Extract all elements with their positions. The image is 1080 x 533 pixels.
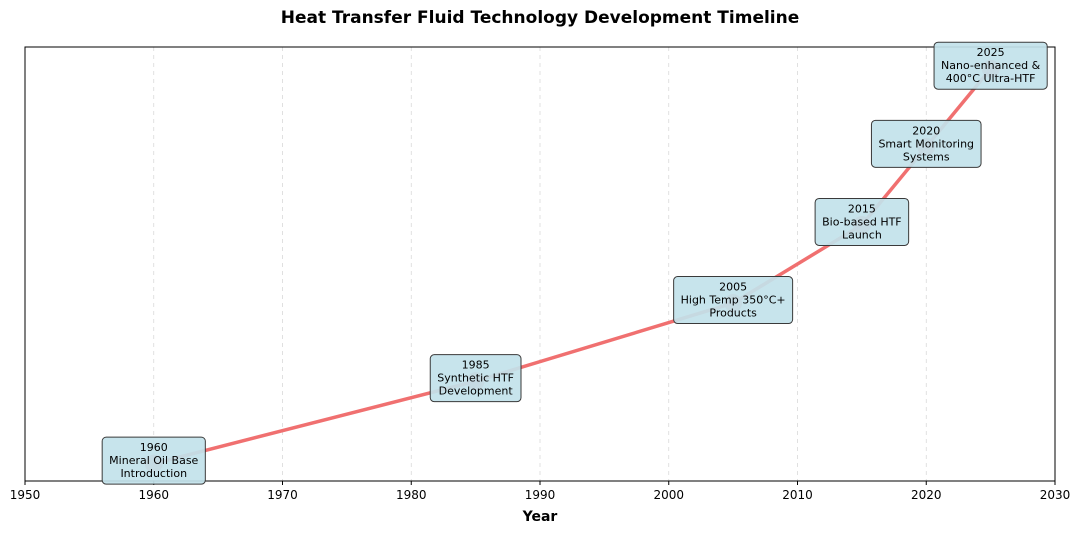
milestone-box: [933, 41, 1048, 90]
milestone-text: Systems: [903, 150, 950, 163]
x-tick-label: 1990: [525, 488, 556, 502]
milestone-box: [101, 436, 206, 485]
x-tick-label: 2030: [1040, 488, 1071, 502]
x-tick-label: 1980: [396, 488, 427, 502]
milestone-text: Mineral Oil Base: [109, 454, 198, 467]
milestone-year: 2020: [912, 124, 940, 137]
x-tick-label: 1970: [267, 488, 298, 502]
milestone-text: Synthetic HTF: [437, 372, 514, 385]
x-axis-ticks: 1950 1960 1970 1980 1990 2000 2010 2020 2030: [10, 481, 1071, 502]
milestone-text: Products: [709, 307, 757, 320]
timeline-line: [152, 66, 993, 466]
milestone-box: [814, 197, 910, 246]
x-tick-label: 2010: [782, 488, 813, 502]
x-axis-label: Year: [522, 509, 558, 525]
milestone-box: [673, 276, 794, 325]
x-tick-label: 2000: [653, 488, 684, 502]
timeline-series: [144, 59, 1000, 473]
milestone-text: Bio-based HTF: [822, 215, 902, 228]
milestone-year: 2005: [719, 281, 747, 294]
milestone-year: 2015: [848, 202, 876, 215]
milestone-text: Launch: [842, 228, 882, 241]
milestone-text: 400°C Ultra-HTF: [946, 72, 1036, 85]
milestone-year: 1960: [140, 441, 168, 454]
grid-lines: [153, 47, 927, 481]
x-tick-label: 1950: [10, 488, 41, 502]
chart-title: Heat Transfer Fluid Technology Developme…: [281, 8, 800, 28]
milestone-text: High Temp 350°C+: [681, 294, 786, 307]
milestone-box: [429, 354, 522, 403]
milestone-text: Nano-enhanced &: [941, 59, 1041, 72]
milestone-year: 2025: [977, 46, 1005, 59]
milestone-text: Development: [439, 385, 514, 398]
milestone-text: Introduction: [120, 467, 187, 480]
milestone-text: Smart Monitoring: [878, 137, 974, 150]
x-tick-label: 1960: [138, 488, 169, 502]
x-tick-label: 2020: [911, 488, 942, 502]
milestone-box: [870, 119, 982, 168]
milestone-year: 1985: [462, 359, 490, 372]
